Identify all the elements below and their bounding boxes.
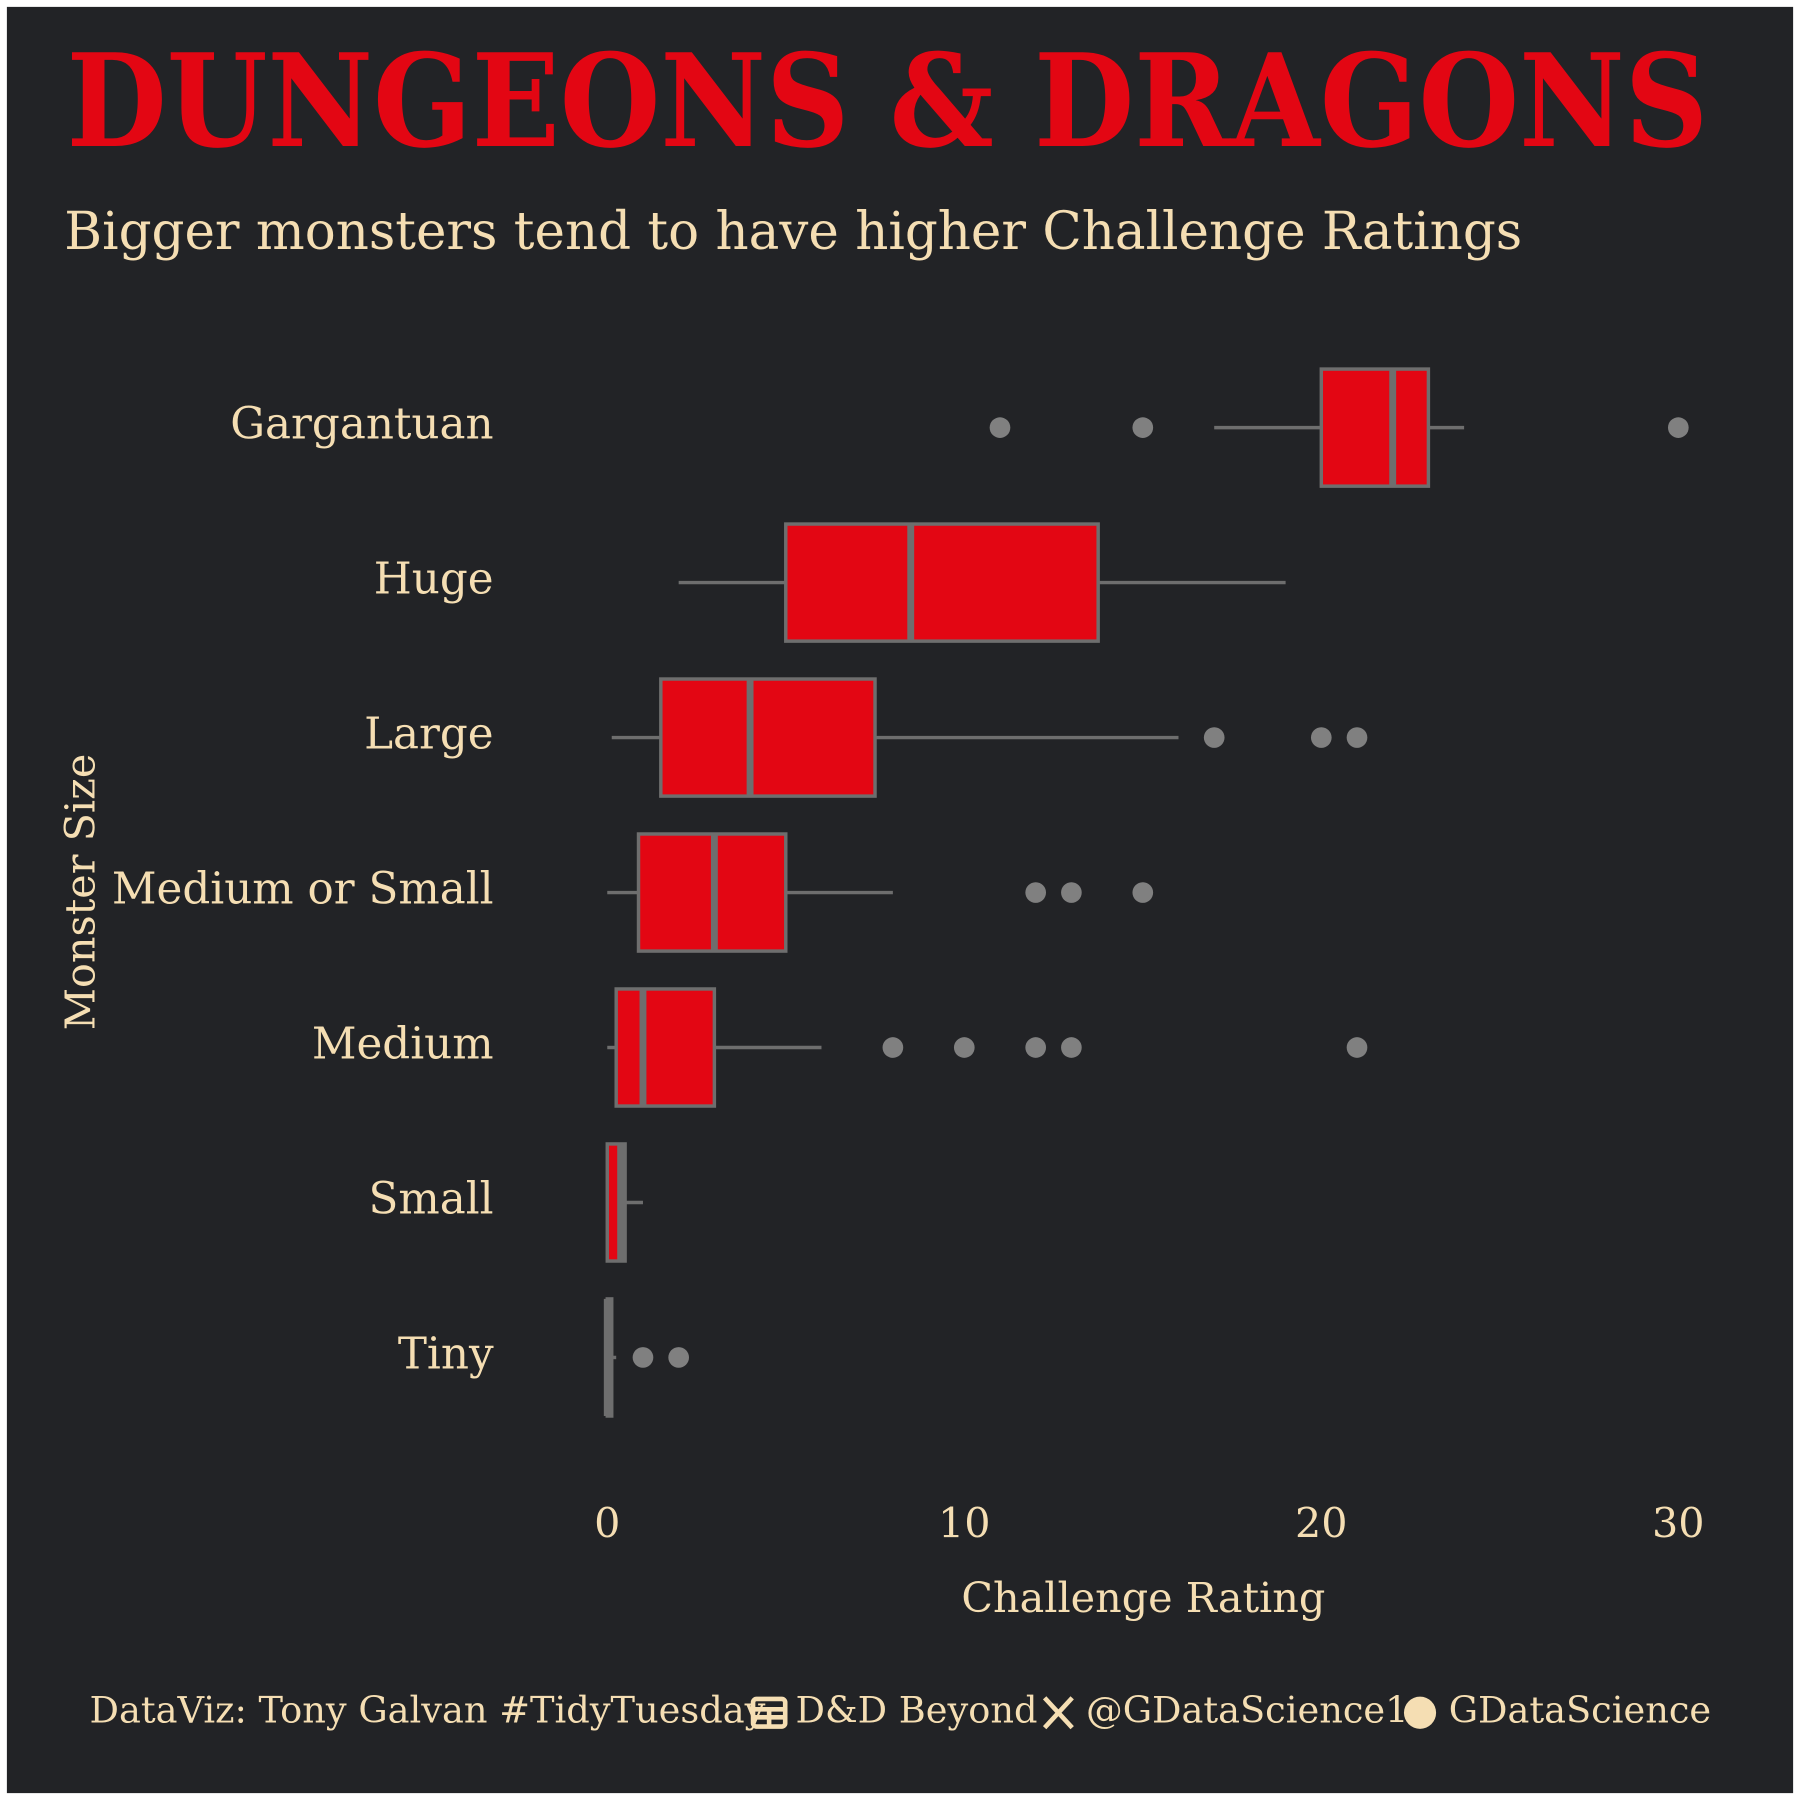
outlier — [1667, 417, 1689, 438]
outlier — [1061, 1037, 1082, 1058]
x-icon — [1042, 1696, 1074, 1730]
chart-subtitle: Bigger monsters tend to have higher Chal… — [64, 201, 1522, 262]
caption-source: D&D Beyond — [796, 1688, 1038, 1731]
y-tick-label: Medium or Small — [112, 865, 494, 915]
y-tick-label: Small — [368, 1174, 493, 1224]
outlier — [1203, 727, 1225, 748]
box — [614, 987, 717, 1108]
x-tick-label: 10 — [938, 1499, 991, 1547]
outlier — [1346, 727, 1368, 748]
github-icon — [1403, 1696, 1437, 1729]
y-tick-label: Large — [364, 710, 494, 760]
outlier — [1310, 727, 1332, 748]
box — [784, 522, 1100, 643]
y-tick-label: Gargantuan — [230, 400, 493, 450]
outlier — [1025, 882, 1047, 903]
outlier — [989, 417, 1011, 438]
outlier — [1132, 882, 1154, 903]
chart-title: DUNGEONS & DRAGONS — [67, 26, 1709, 177]
outlier — [1061, 882, 1082, 903]
outlier — [882, 1037, 904, 1058]
caption-twitter: @GDataScience1 — [1086, 1688, 1409, 1731]
outlier — [1025, 1037, 1047, 1058]
caption-github: GDataScience — [1449, 1688, 1711, 1731]
y-tick-label: Tiny — [398, 1329, 494, 1379]
outlier — [1346, 1037, 1368, 1058]
x-tick-label: 0 — [594, 1499, 620, 1547]
box — [1319, 367, 1431, 488]
box — [659, 677, 877, 798]
outlier — [632, 1347, 654, 1368]
outlier — [1132, 417, 1154, 438]
y-tick-label: Medium — [312, 1020, 494, 1070]
x-axis-label: Challenge Rating — [961, 1574, 1325, 1622]
background — [6, 6, 1794, 1794]
outlier — [953, 1037, 975, 1058]
y-tick-label: Huge — [374, 555, 494, 605]
x-tick-label: 30 — [1652, 1499, 1705, 1547]
x-tick-label: 20 — [1295, 1499, 1348, 1547]
table-icon — [750, 1696, 788, 1729]
outlier — [668, 1347, 690, 1368]
caption-credit: DataViz: Tony Galvan #TidyTuesday — [90, 1688, 766, 1731]
y-axis-label: Monster Size — [56, 754, 104, 1031]
